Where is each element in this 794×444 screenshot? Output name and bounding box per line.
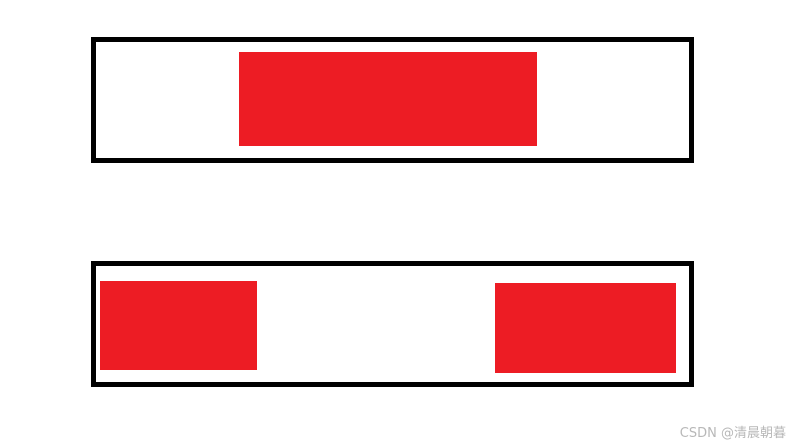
bottom-right-red-block: [495, 283, 676, 373]
bottom-left-red-block: [100, 281, 257, 370]
top-centered-red-block: [239, 52, 537, 146]
bottom-container: [91, 261, 694, 387]
watermark: CSDN @清晨朝暮: [679, 426, 786, 441]
top-container: [91, 37, 694, 163]
